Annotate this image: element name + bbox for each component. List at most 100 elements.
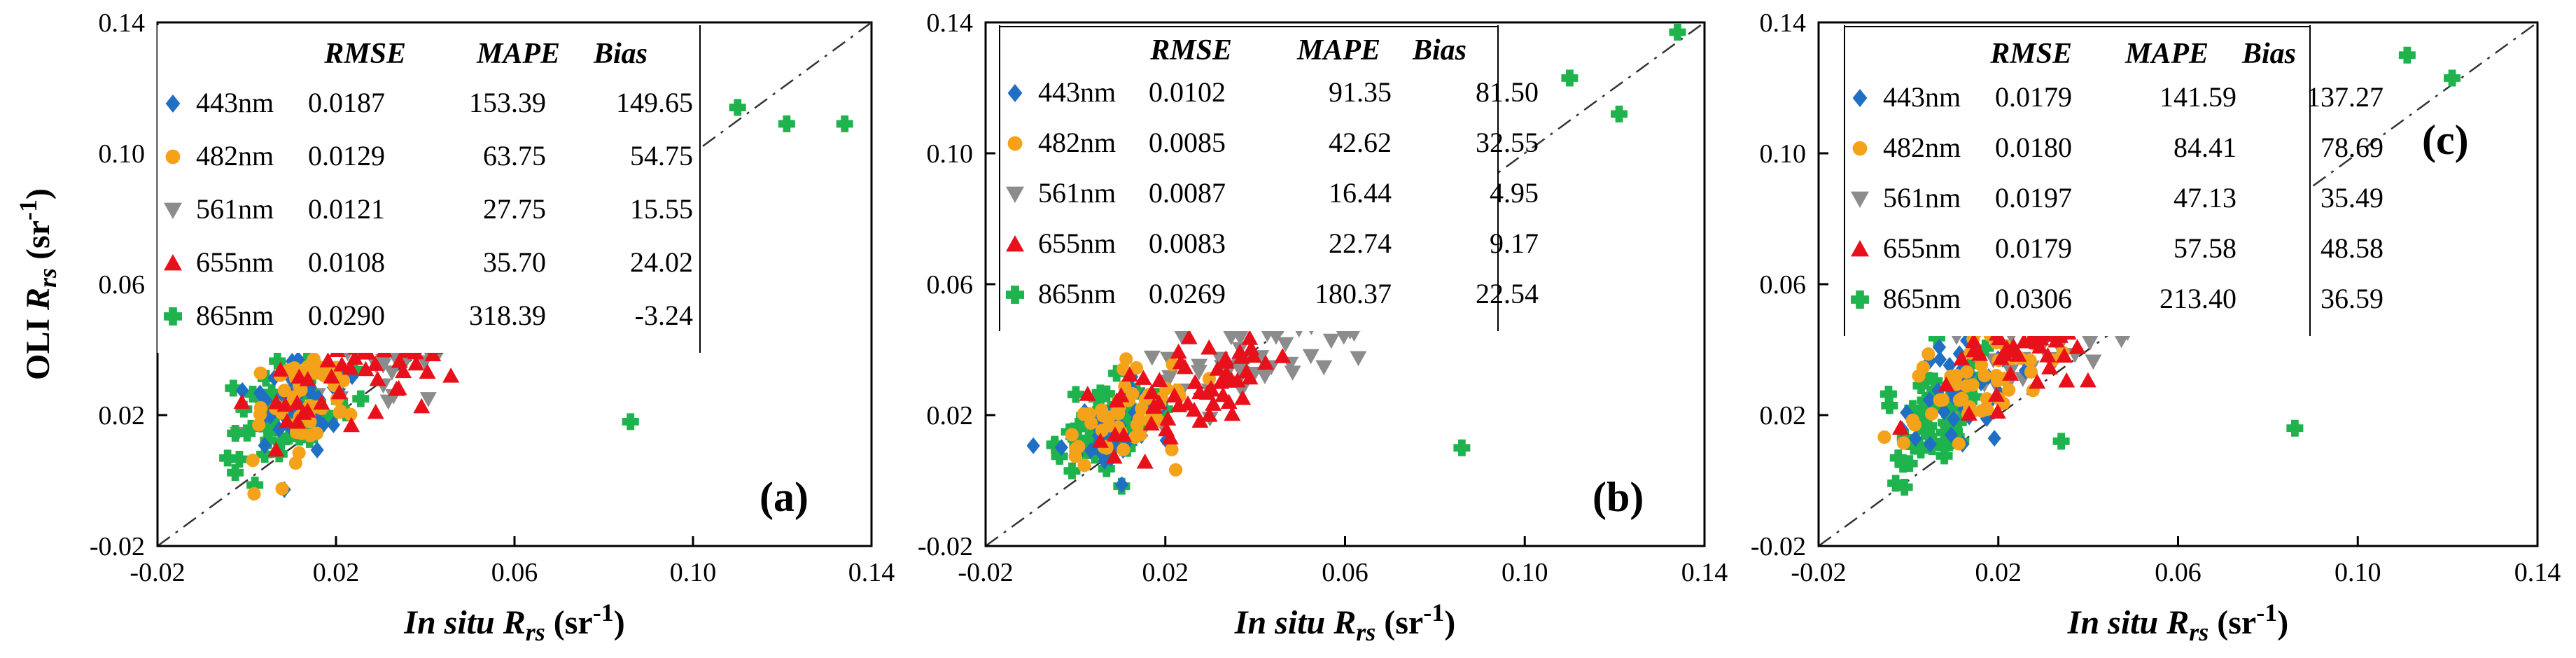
legend-rmse: 0.0269 — [1149, 278, 1226, 309]
point-655nm — [323, 368, 340, 384]
legend-band: 655nm — [1038, 227, 1116, 259]
y-tick-label: 0.14 — [927, 8, 974, 38]
point-561nm — [1284, 365, 1301, 381]
legend-bias: 32.55 — [1476, 127, 1539, 158]
y-tick-label: 0.06 — [99, 270, 146, 300]
point-865nm — [1912, 441, 1930, 458]
point-655nm — [2068, 339, 2086, 354]
x-tick-label: -0.02 — [958, 558, 1013, 587]
point-655nm — [369, 370, 386, 386]
point-865nm — [1453, 439, 1471, 456]
point-443nm — [1987, 430, 2001, 447]
legend-band: 443nm — [1038, 76, 1116, 108]
point-482nm — [1980, 402, 1994, 416]
legend-rmse: 0.0180 — [1995, 132, 2072, 163]
one-to-one-line — [985, 21, 1705, 547]
point-443nm — [258, 437, 272, 454]
point-655nm — [442, 367, 460, 383]
point-655nm — [1180, 329, 1198, 344]
y-tick-label: -0.02 — [90, 532, 145, 561]
x-tick-label: 0.02 — [1142, 558, 1189, 587]
point-655nm — [1891, 419, 1909, 435]
point-655nm — [2079, 372, 2096, 388]
y-tick-label: 0.10 — [1760, 139, 1807, 169]
x-tick-label: 0.02 — [313, 558, 360, 587]
point-482nm — [1135, 402, 1149, 416]
legend-mape: 141.59 — [2160, 81, 2236, 113]
legend-mape: 153.39 — [469, 87, 546, 118]
point-482nm — [275, 482, 289, 496]
point-561nm — [2113, 332, 2130, 349]
x-tick-label: -0.02 — [130, 558, 185, 587]
point-865nm — [836, 115, 853, 132]
point-655nm — [1161, 429, 1179, 444]
legend-rmse: 0.0108 — [308, 246, 385, 278]
point-443nm — [1937, 403, 1951, 421]
point-561nm — [1277, 337, 1294, 353]
point-655nm — [1234, 389, 1252, 405]
point-482nm — [277, 384, 291, 398]
point-865nm — [227, 464, 244, 482]
point-443nm — [326, 416, 341, 433]
x-tick-label: 0.14 — [848, 558, 895, 587]
y-tick-label: 0.14 — [99, 8, 146, 38]
point-655nm — [1172, 354, 1189, 370]
point-655nm — [1220, 393, 1238, 410]
legend-bias: -3.24 — [635, 300, 693, 331]
legend-marker-443nm — [1852, 89, 1868, 107]
panel-1: -0.02 0.02 0.06 0.10 0.14 -0.02 0.02 0.06 0.10 0.… — [918, 8, 1728, 646]
point-655nm — [1953, 350, 1970, 366]
legend-header: RMSE — [1989, 38, 2072, 70]
point-443nm — [1933, 351, 1947, 368]
point-655nm — [330, 384, 348, 400]
point-865nm — [256, 446, 274, 463]
point-655nm — [290, 368, 308, 384]
x-axis-label: In situ Rrs (sr-1) — [2067, 598, 2288, 646]
point-865nm — [1119, 408, 1137, 426]
point-865nm — [1962, 356, 1980, 374]
x-tick-label: 0.14 — [1681, 558, 1728, 587]
point-655nm — [1223, 372, 1240, 388]
point-482nm — [1952, 393, 1967, 407]
point-865nm — [227, 425, 244, 442]
legend-mape: 84.41 — [2174, 132, 2236, 163]
point-482nm — [246, 454, 260, 468]
point-655nm — [1136, 453, 1154, 469]
point-865nm — [272, 433, 290, 450]
point-482nm — [1977, 369, 1991, 383]
point-655nm — [1142, 415, 1160, 431]
point-865nm — [230, 451, 248, 468]
legend-rmse: 0.0197 — [1995, 182, 2072, 214]
point-865nm — [239, 424, 256, 442]
point-482nm — [1921, 347, 1935, 361]
point-655nm — [413, 398, 430, 414]
legend-mape: 57.58 — [2174, 232, 2236, 264]
point-655nm — [2002, 365, 2019, 381]
x-axis-label: In situ Rrs (sr-1) — [1234, 598, 1455, 646]
point-655nm — [1233, 349, 1250, 364]
point-482nm — [1065, 428, 1079, 442]
legend-header: RMSE — [1149, 34, 1232, 66]
point-865nm — [1904, 400, 1921, 417]
point-865nm — [1611, 105, 1628, 122]
point-655nm — [1965, 332, 1982, 349]
point-443nm — [1054, 439, 1068, 456]
point-865nm — [1912, 377, 1930, 395]
point-865nm — [1935, 424, 1953, 441]
point-482nm — [1960, 365, 1974, 379]
point-865nm — [1911, 405, 1928, 422]
point-482nm — [253, 400, 267, 415]
legend-header: MAPE — [1296, 34, 1380, 66]
point-482nm — [292, 446, 306, 460]
point-443nm — [1908, 430, 1922, 447]
point-865nm — [2398, 46, 2416, 64]
point-655nm — [1991, 330, 2008, 346]
one-to-one-line — [1818, 21, 2538, 547]
legend-bias: 54.75 — [630, 140, 693, 172]
legend-rmse: 0.0306 — [1995, 283, 2072, 314]
point-865nm — [1938, 414, 1955, 431]
point-655nm — [1216, 351, 1233, 368]
legend-header: Bias — [593, 38, 648, 70]
point-655nm — [1166, 387, 1183, 402]
point-561nm — [1322, 333, 1340, 349]
